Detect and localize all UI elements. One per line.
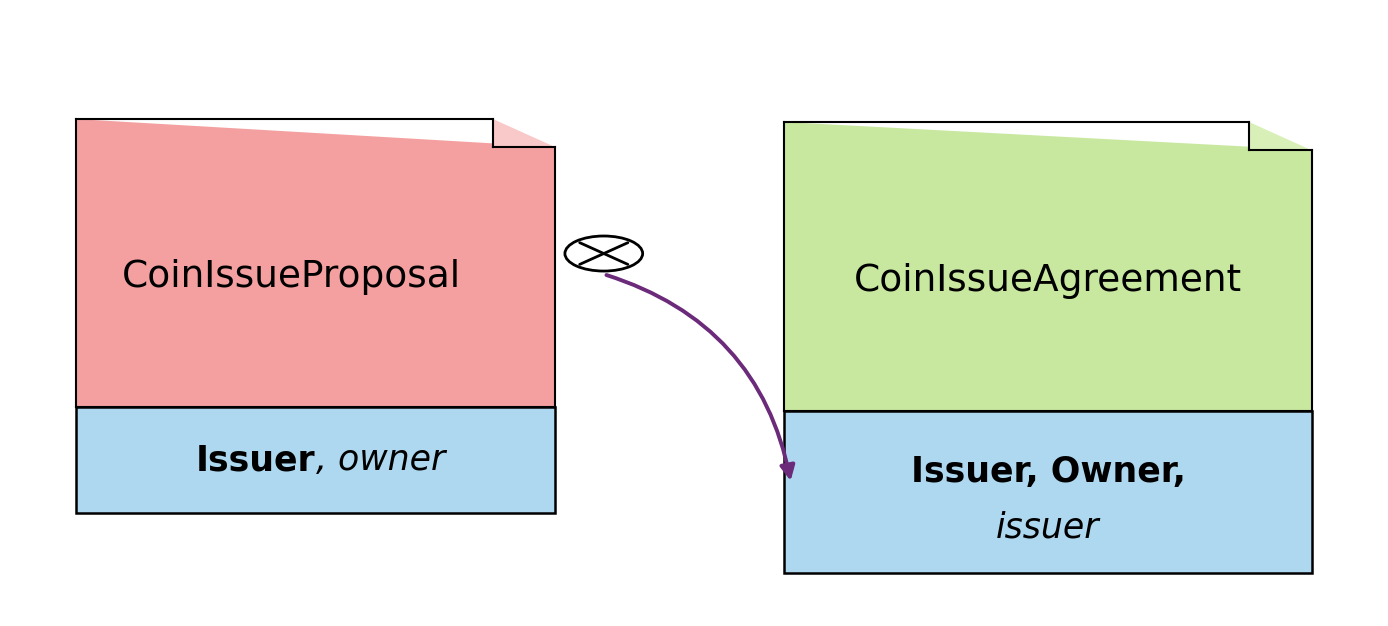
Polygon shape — [493, 119, 555, 147]
Circle shape — [565, 236, 643, 271]
Text: Issuer, Owner,: Issuer, Owner, — [911, 455, 1185, 489]
Polygon shape — [1249, 122, 1312, 150]
FancyArrowPatch shape — [607, 275, 794, 476]
Text: Issuer: Issuer — [196, 443, 315, 477]
Text: , owner: , owner — [315, 443, 446, 477]
Text: issuer: issuer — [997, 510, 1099, 545]
Bar — [76, 407, 555, 513]
Bar — [784, 411, 1312, 573]
Text: CoinIssueProposal: CoinIssueProposal — [122, 259, 461, 295]
Polygon shape — [76, 119, 555, 407]
Polygon shape — [784, 122, 1312, 411]
Text: CoinIssueAgreement: CoinIssueAgreement — [854, 263, 1242, 299]
